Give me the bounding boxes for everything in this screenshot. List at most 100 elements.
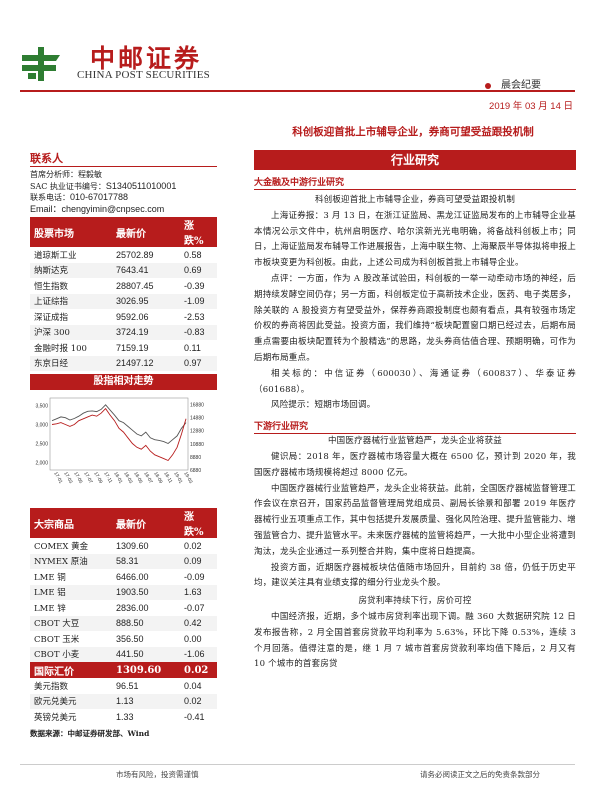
cell-name: CBOT 小麦	[34, 650, 80, 661]
footer-right: 请务必阅读正文之后的免责条款部分	[420, 770, 540, 779]
section-heading: 下游行业研究	[254, 419, 576, 435]
paragraph: 中国医疗器械行业监管趋严，龙头企业将获益。此前，全国医疗器械监督管理工作会议在京…	[254, 483, 576, 557]
cell-price: 1.13	[116, 696, 134, 707]
table-row: 恒生指数 28807.45 -0.39	[30, 278, 217, 294]
col-header: 1309.60	[112, 662, 180, 678]
cell-price: 441.50	[116, 649, 144, 660]
report-date: 2019 年 03 月 14 日	[489, 101, 573, 112]
cell-change: 0.69	[184, 265, 202, 276]
y-left-tick-label: 2,000	[35, 460, 48, 466]
cell-name: LME 铜	[34, 572, 66, 583]
cell-name: 欧元兑美元	[34, 697, 77, 708]
cell-name: 东京日经	[34, 359, 69, 370]
cell-name: 道琼斯工业	[34, 250, 77, 261]
x-tick-label: 17-01	[52, 471, 63, 485]
x-tick-label: 18-01	[112, 471, 123, 485]
cell-price: 356.50	[116, 633, 144, 644]
col-header: 国际汇价	[30, 662, 112, 678]
y-left-tick-label: 2,500	[35, 441, 48, 447]
paragraph: 中国经济报，近期，多个城市房贷利率出现下调。融 360 大数据研究院 12 日发…	[254, 611, 576, 670]
research-title: 行业研究	[254, 150, 576, 170]
footer-divider	[20, 764, 575, 765]
table-header-row: 股票市场 最新价 涨跌%	[30, 217, 217, 247]
x-tick-label: 18-11	[162, 471, 173, 485]
stock-market-table: 股票市场 最新价 涨跌% 道琼斯工业 25702.89 0.58 纳斯达克 7643.4…	[30, 217, 217, 371]
table-row: CBOT 玉米 356.50 0.00	[30, 631, 217, 647]
table-row: CBOT 小麦 441.50 -1.06	[30, 646, 217, 662]
paragraph: 上海证券报：3 月 13 日，在浙江证监局、黑龙江证监局发布的上市辅导企业基本情…	[254, 210, 576, 269]
cell-price: 58.31	[116, 556, 139, 567]
cell-name: LME 锌	[34, 603, 66, 614]
paragraph: 点评：一方面，作为 A 股改革试验田，科创板的一举一动牵动市场的神经，后期持续发…	[254, 273, 576, 363]
col-header: 涨跌%	[180, 508, 217, 538]
y-right-tick-label: 12880	[190, 429, 204, 435]
cell-price: 1309.60	[116, 540, 149, 551]
logo-cn-text: 中邮证券	[90, 44, 203, 73]
x-tick-label: 17-07	[82, 471, 93, 485]
contact-block: 首席分析师：程毅敏 SAC 执业证书编号：S1340511010001 联系电话…	[30, 169, 217, 215]
chart-plot-area	[49, 397, 189, 471]
report-series: 晨会纪要	[485, 76, 541, 91]
cell-price: 7643.41	[116, 265, 149, 276]
article-title: 中国医疗器械行业监管趋严，龙头企业将获益	[327, 436, 502, 447]
analyst-name: 程毅敏	[78, 170, 102, 179]
table-row: 美元指数 96.51 0.04	[30, 678, 217, 694]
x-tick-label: 17-03	[62, 471, 73, 485]
x-tick-label: 19-01	[172, 471, 183, 485]
table-row: 纳斯达克 7643.41 0.69	[30, 262, 217, 278]
cell-price: 888.50	[116, 618, 144, 629]
cell-name: 上证综指	[34, 297, 69, 308]
analyst-line: 首席分析师：程毅敏	[30, 169, 217, 181]
x-tick-label: 18-03	[122, 471, 133, 485]
col-header: 股票市场	[30, 217, 112, 247]
table-row: 欧元兑美元 1.13 0.02	[30, 693, 217, 709]
report-headline: 科创板迎首批上市辅导企业，券商可望受益跟投机制	[292, 126, 534, 138]
y-right-tick-label: 6880	[190, 468, 201, 474]
research-column: 行业研究 大金融及中游行业研究 科创板迎首批上市辅导企业，券商可望受益跟投机制 …	[254, 150, 576, 673]
cell-price: 7159.19	[116, 342, 149, 353]
series-label: 晨会纪要	[501, 80, 541, 91]
cell-price: 2836.00	[116, 602, 149, 613]
cell-change: -1.06	[184, 649, 205, 660]
paragraph: 投资方面，近期医疗器械板块估值随市场回升，目前约 38 倍，仍低于历史平均，建议…	[254, 562, 576, 589]
footer-left: 市场有风险，投资需谨慎	[116, 770, 199, 779]
table-row: NYMEX 原油 58.31 0.09	[30, 553, 217, 569]
cell-price: 96.51	[116, 680, 139, 691]
y-left-tick-label: 3,500	[35, 404, 48, 410]
cell-change: 1.63	[184, 587, 202, 598]
paragraph: 相关标的：中信证券（600030）、海通证券（600837）、华泰证券（6016…	[254, 368, 576, 395]
y-right-tick-label: 16880	[190, 403, 204, 409]
col-header: 大宗商品	[30, 508, 112, 538]
x-tick-label: 18-05	[132, 471, 143, 485]
paragraph: 健识局：2018 年，医疗器械市场容量大概在 6500 亿，预计到 2020 年…	[254, 451, 576, 478]
cell-name: 美元指数	[34, 681, 69, 692]
cell-name: 金融时报 100	[34, 343, 87, 354]
email-address[interactable]: chengyimin@cnpsec.com	[61, 203, 165, 214]
cell-change: 0.42	[184, 618, 202, 629]
cell-name: CBOT 大豆	[34, 619, 80, 630]
logo-en-text: CHINA POST SECURITIES	[77, 69, 210, 81]
index-chart: 3,500 3,000 2,500 2,000 16880 14880 12880 10880…	[30, 390, 217, 508]
table-header-row: 国际汇价 1309.60 0.02	[30, 662, 217, 678]
cell-name: LME 铝	[34, 588, 66, 599]
table-header-row: 大宗商品 最新价 涨跌%	[30, 508, 217, 538]
cell-price: 21497.12	[116, 358, 154, 369]
table-row: 英镑兑美元 1.33 -0.41	[30, 709, 217, 725]
sac-number: S1340511010001	[105, 180, 177, 191]
col-header: 最新价	[112, 217, 180, 247]
cell-change: -0.41	[184, 711, 205, 722]
cell-name: CBOT 玉米	[34, 634, 80, 645]
sac-line: SAC 执业证书编号：S1340511010001	[30, 181, 217, 193]
cell-price: 6466.00	[116, 571, 149, 582]
table-row: 上证综指 3026.95 -1.09	[30, 293, 217, 309]
x-tick-label: 18-07	[142, 471, 153, 485]
cell-name: 恒生指数	[34, 281, 69, 292]
index-chart-svg: 3,500 3,000 2,500 2,000 16880 14880 12880 10880…	[35, 397, 204, 485]
article-title: 房贷利率持续下行，房价可控	[358, 596, 472, 607]
cell-change: 0.97	[184, 358, 202, 369]
table-row: 东京日经 21497.12 0.97	[30, 355, 217, 371]
cell-change: 0.04	[184, 680, 202, 691]
cell-name: 英镑兑美元	[34, 712, 77, 723]
x-tick-label: 17-09	[92, 471, 103, 485]
cell-change: -0.09	[184, 571, 205, 582]
